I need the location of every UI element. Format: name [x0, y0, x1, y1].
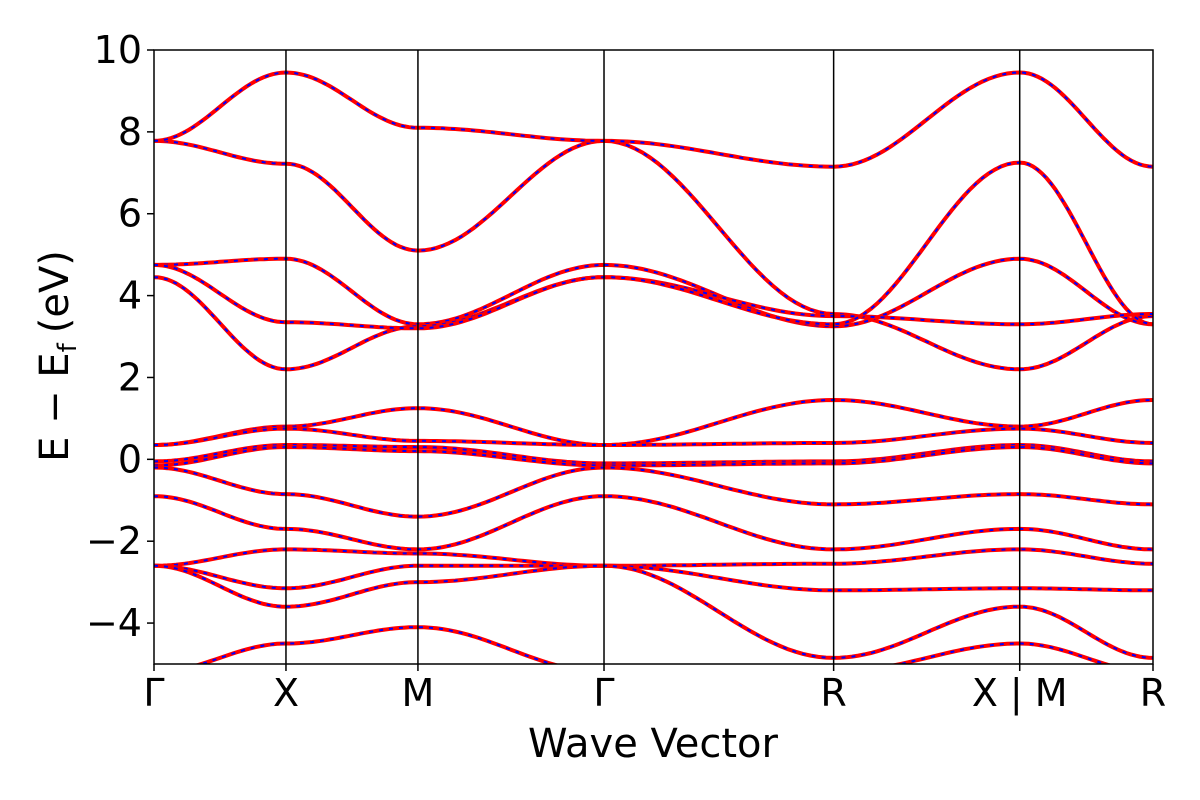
band-6-line-a [154, 426, 1153, 447]
bands-layer [154, 70, 1153, 664]
y-axis-title: E − Ef (eV) [32, 250, 83, 462]
x-tick-label: R [820, 671, 846, 715]
y-tick-label: 4 [118, 274, 142, 318]
y-axis-title-unit: (eV) [32, 250, 78, 333]
band-4-line-b [154, 161, 1153, 330]
band-4-line-a [154, 160, 1153, 331]
y-tick-label: 8 [118, 110, 142, 154]
band-9-line-b [154, 466, 1153, 518]
band-14-line-a [194, 625, 1113, 664]
y-axis-title-sub: f [53, 342, 83, 352]
band-1-line-b [154, 71, 1153, 168]
band-5-line-a [154, 397, 1153, 448]
band-10-line-b [154, 495, 1153, 551]
x-tick-label: R [1140, 671, 1166, 715]
band-2-line-b [154, 257, 1153, 328]
x-tick-label: Γ [143, 671, 164, 715]
band-0-line-b [154, 139, 1153, 371]
y-tick-label: 10 [94, 28, 142, 72]
band-14-line-b [197, 626, 1109, 664]
y-tick-label: 6 [118, 192, 142, 236]
x-tick-label: Γ [593, 671, 614, 715]
band-11-line-b [154, 548, 1153, 567]
band-2-line-a [154, 256, 1153, 329]
x-axis-title: Wave Vector [528, 721, 779, 767]
y-tick-label: 0 [118, 437, 142, 481]
y-axis-title-main: E − E [32, 352, 78, 462]
x-axis-ticks: Γ X M Γ R X | M R [143, 664, 1166, 716]
x-tick-label: M [402, 671, 435, 715]
x-tick-label: X [273, 671, 299, 715]
band-0-line-a [154, 138, 1153, 372]
y-tick-label: −2 [86, 519, 142, 563]
y-tick-label: −4 [86, 601, 142, 645]
band-1-line-a [154, 70, 1153, 169]
y-axis-ticks: −4 −2 0 2 4 6 8 10 [86, 28, 154, 645]
band-10-line-a [154, 494, 1153, 552]
x-tick-label: X | M [972, 671, 1068, 716]
band-9-line-a [154, 465, 1153, 519]
kpath-divider-lines [285, 50, 1021, 664]
plot-frame [153, 49, 1154, 665]
band-11-line-a [154, 547, 1153, 568]
y-tick-label: 2 [118, 355, 142, 399]
